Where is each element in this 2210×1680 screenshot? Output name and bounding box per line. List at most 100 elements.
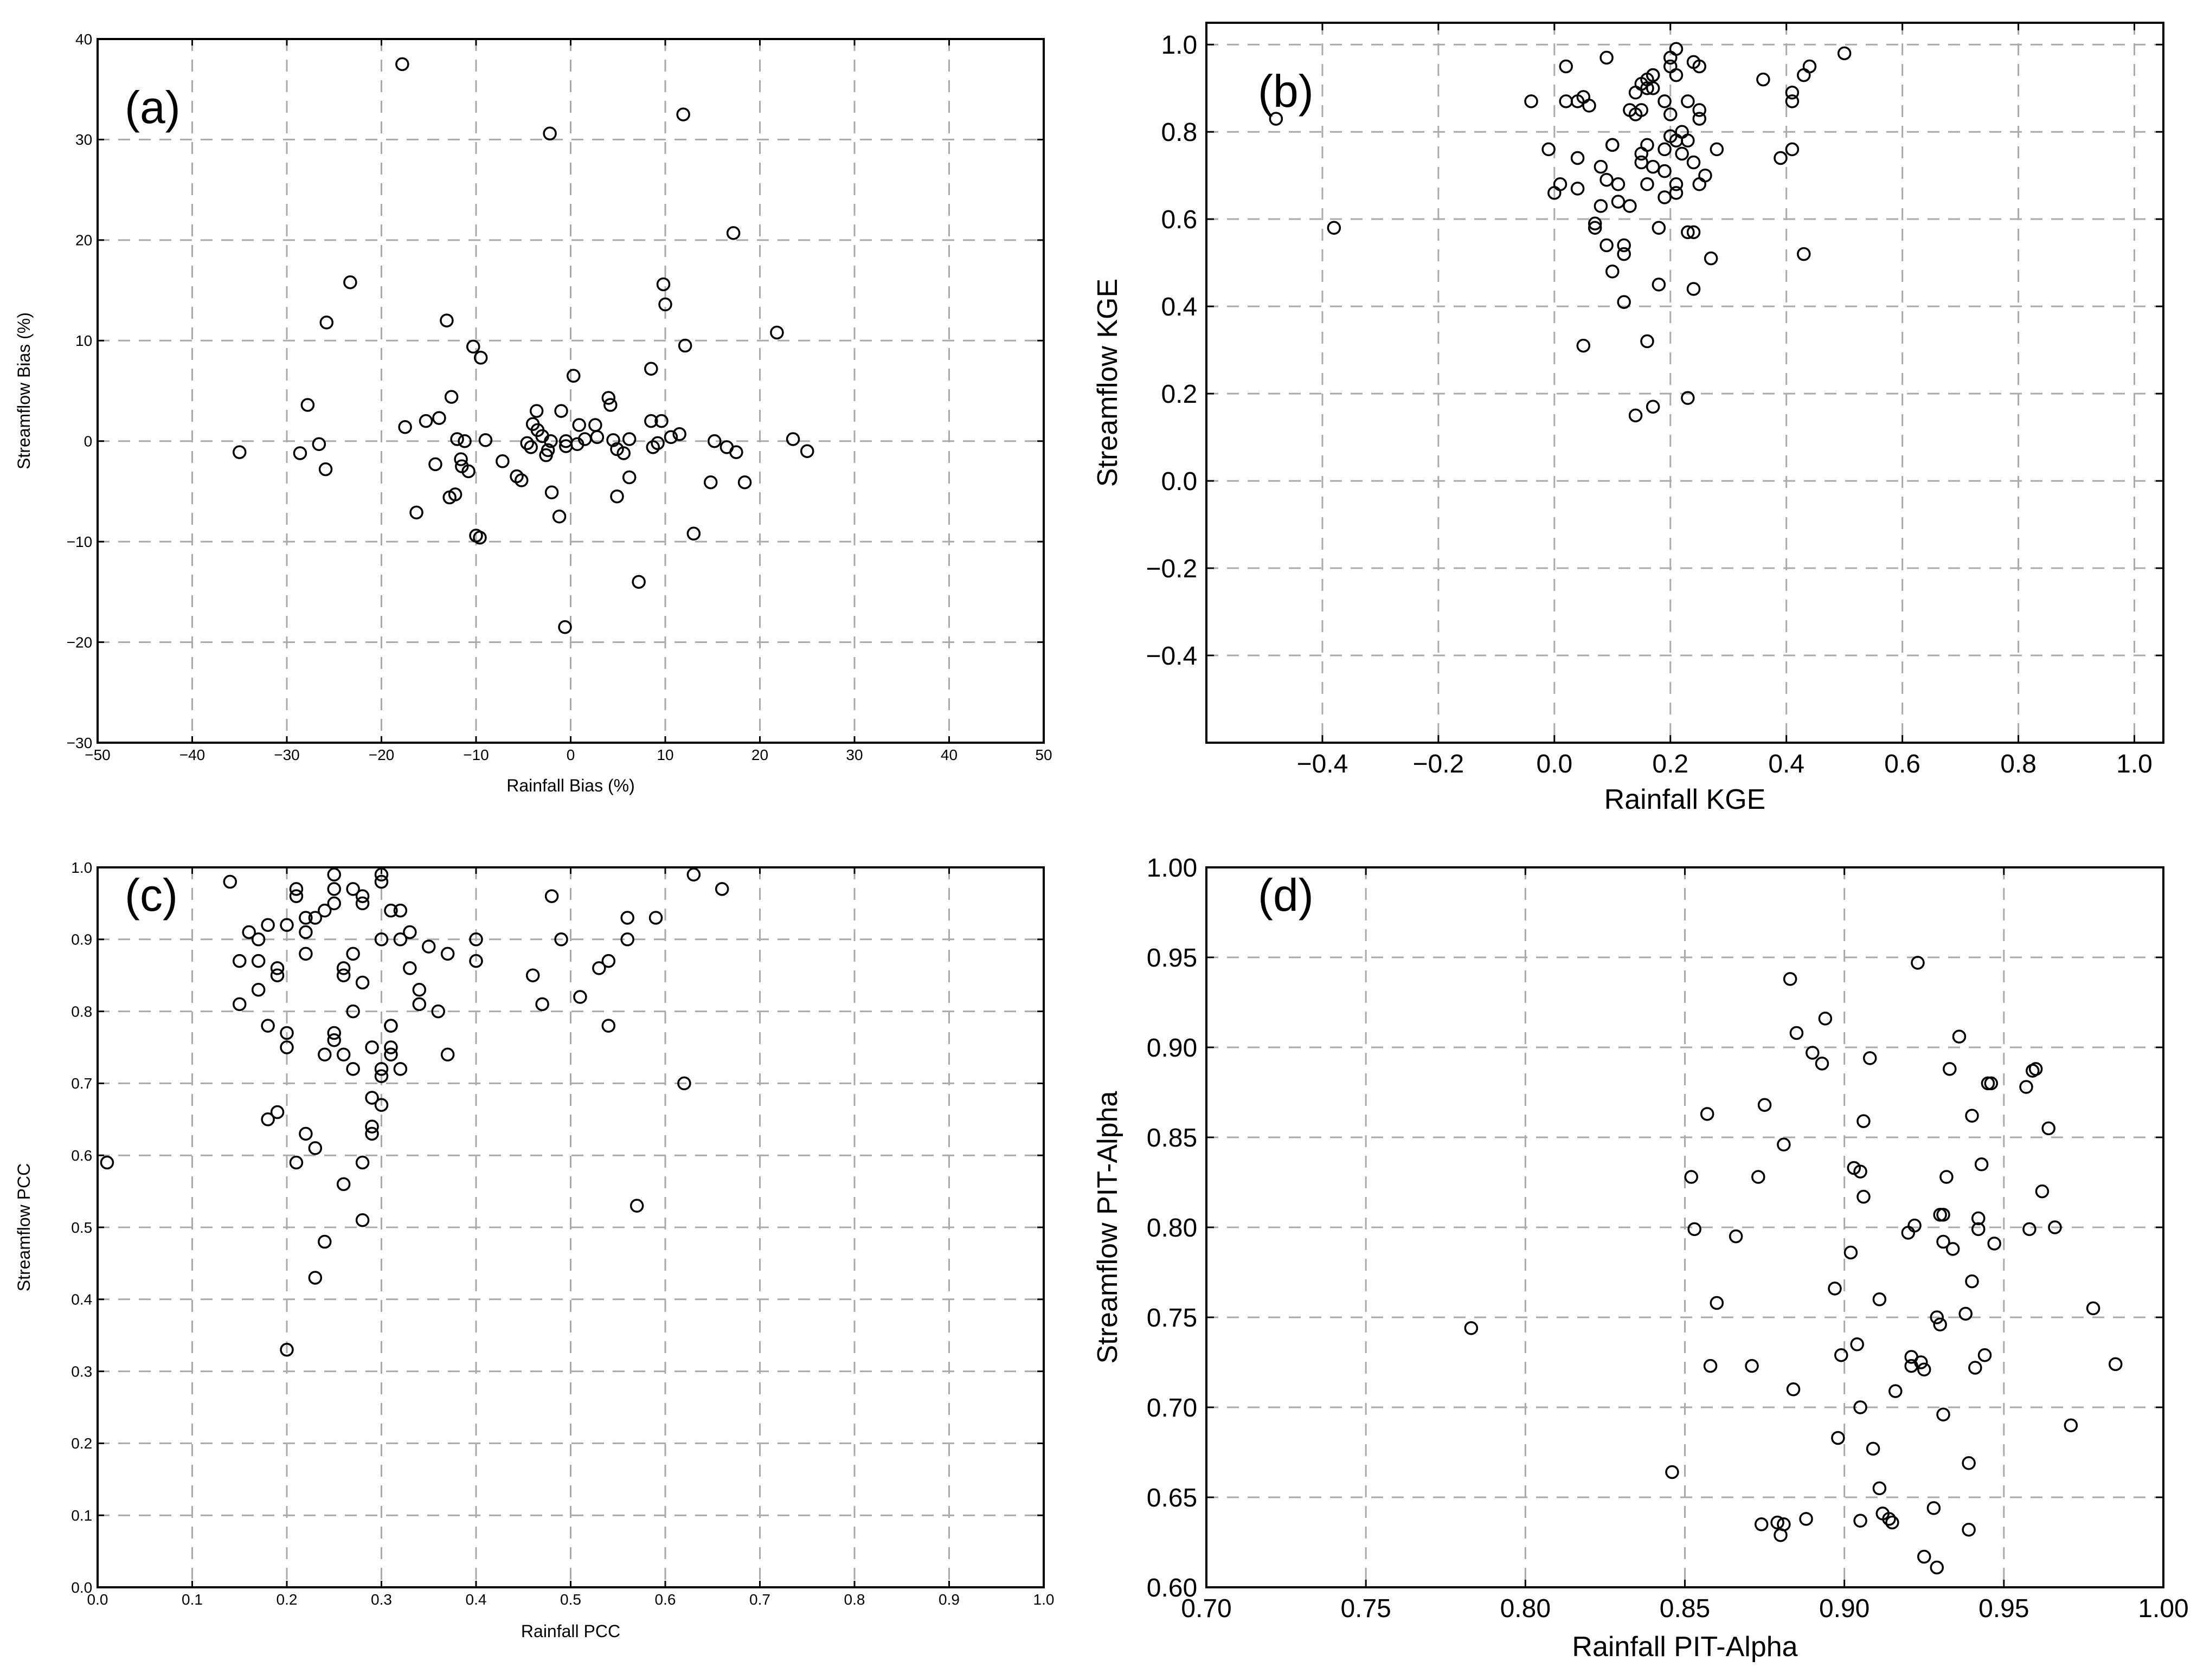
data-point [365,1040,379,1054]
data-point [554,932,568,947]
data-point [1901,1226,1916,1240]
data-point [1658,94,1672,108]
data-point [1751,1170,1765,1184]
y-axis-label: Streamflow PIT-Alpha [1092,1091,1123,1363]
data-point [622,432,637,446]
y-axis-label: Streamflow Bias (%) [14,312,34,469]
data-point [601,954,616,968]
data-point [1770,1515,1784,1530]
x-tick-label: 0.80 [1500,1594,1551,1623]
data-point [656,277,671,292]
data-point [592,961,606,975]
data-point [1640,81,1654,95]
data-point [384,1047,398,1062]
data-point [1866,1441,1880,1456]
x-tick-label: −40 [179,746,205,763]
data-point [1968,1361,1982,1375]
data-point [440,313,454,327]
data-point [1797,247,1811,261]
data-point [327,1033,341,1047]
data-point [1599,238,1614,253]
y-tick-label: 0.1 [71,1507,92,1524]
data-point [1834,1348,1848,1362]
data-point [251,983,266,997]
y-tick-label: 30 [75,131,92,148]
data-point [1856,1114,1871,1128]
data-point [535,997,549,1012]
data-point [726,226,741,240]
data-point [374,932,389,947]
data-point [2041,1121,2055,1136]
x-tick-label: 0.9 [939,1591,960,1608]
y-tick-label: 0.0 [1161,467,1197,496]
data-point [1570,151,1585,165]
data-point [312,437,326,452]
data-point [1930,1560,1944,1575]
data-point [1965,1109,1979,1123]
data-point [336,961,351,975]
data-point [1853,1514,1867,1528]
data-point [1843,1245,1858,1260]
data-point [422,939,436,954]
data-point [1729,1229,1743,1244]
y-tick-label: 0.60 [1147,1574,1197,1602]
data-point [1658,142,1672,157]
data-point [1652,278,1666,292]
data-point [686,867,701,882]
data-point [1692,177,1706,191]
data-point [1757,1098,1772,1112]
data-point [261,1112,275,1127]
data-point [1687,1222,1701,1237]
data-point [1686,282,1701,296]
data-point [770,325,784,340]
data-point [428,457,442,472]
x-tick-label: 10 [657,746,673,763]
data-point [403,961,417,975]
x-tick-label: 0.8 [2000,750,2036,778]
x-tick-label: 1.00 [2138,1594,2188,1623]
data-point [1837,46,1852,61]
y-tick-label: 0.2 [71,1435,92,1452]
data-point [1971,1211,1986,1226]
data-point [1853,1164,1867,1179]
data-point [466,339,480,354]
data-point [289,889,304,903]
data-point [1669,68,1684,82]
data-point [318,462,333,477]
data-point [1710,1296,1724,1310]
data-point [651,436,665,450]
data-point [327,882,341,896]
data-point [1917,1549,1931,1564]
x-tick-label: 0.7 [749,1591,770,1608]
data-point [308,1271,323,1285]
data-point [1576,338,1591,353]
data-point [1936,1407,1950,1422]
data-point [299,911,313,925]
data-point [1669,186,1684,200]
x-tick-label: 0.4 [466,1591,487,1608]
data-point [676,107,690,121]
data-point [223,874,237,889]
data-point [384,1019,398,1033]
y-tick-label: −10 [67,533,93,550]
x-tick-label: 0.90 [1819,1594,1869,1623]
data-point [478,433,493,447]
data-point [419,414,433,428]
x-tick-label: 0.85 [1660,1594,1710,1623]
panel-b-scatter: −0.4 −0.2 0.0 0.2 0.4 0.6 0.8 1.0 −0.4 −0.2 0.0 0.2… [1092,22,2164,815]
data-point [496,454,510,468]
data-point [620,911,634,925]
data-point [1559,59,1573,74]
data-point [729,445,743,459]
data-point [1974,1157,1989,1172]
data-point [261,1019,275,1033]
data-point [1686,155,1701,170]
data-point [1872,1481,1887,1496]
data-point [1710,142,1724,157]
data-point [1914,1355,1928,1369]
data-point [365,1119,379,1134]
panel-c-scatter: 0.0 0.1 0.2 0.3 0.4 0.5 0.6 0.7 0.8 0.9 1.0 0.0 0.1 0… [14,859,1054,1641]
data-point [1605,138,1620,152]
y-tick-label: 0.8 [1161,118,1197,147]
data-point [1818,1012,1833,1026]
